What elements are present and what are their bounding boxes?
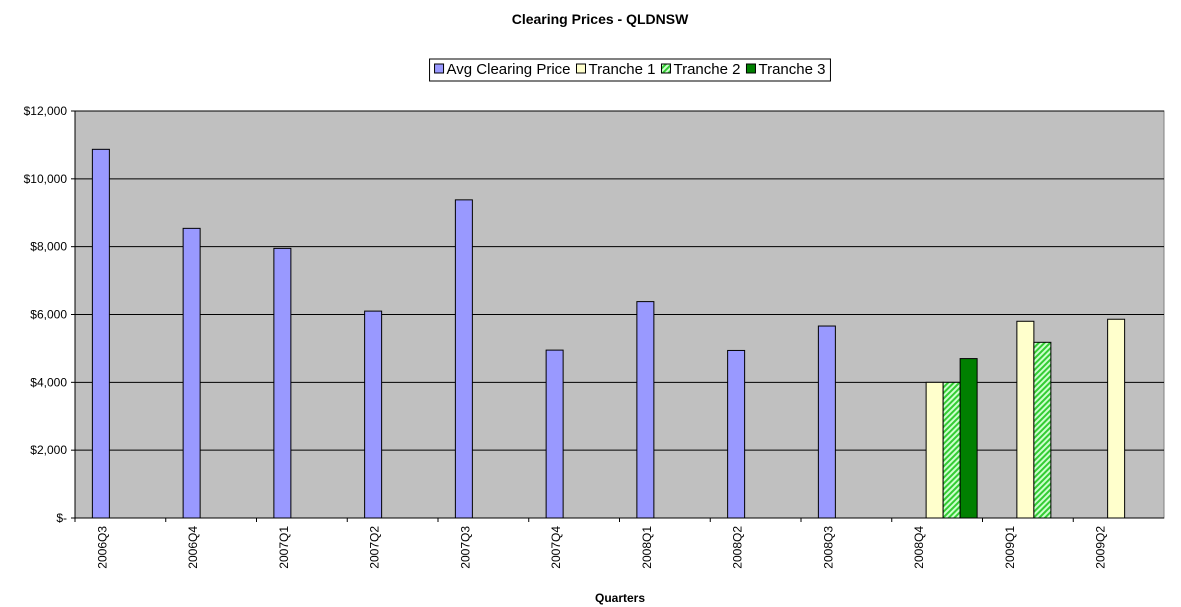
bar: [942, 381, 961, 519]
bar: [959, 358, 978, 519]
x-tick-label: 2007Q4: [549, 526, 563, 569]
x-tick-label: 2009Q2: [1094, 526, 1108, 569]
bar: [182, 227, 201, 519]
chart-title: Clearing Prices - QLDNSW: [512, 11, 689, 27]
x-tick-label: 2008Q2: [731, 526, 745, 569]
legend-label: Tranche 1: [589, 61, 656, 78]
bar: [925, 381, 944, 519]
y-tick-label: $4,000: [30, 375, 67, 389]
x-tick-label: 2008Q4: [912, 526, 926, 569]
legend-swatch: [576, 63, 586, 74]
bar: [1107, 318, 1126, 519]
x-axis-title: Quarters: [595, 591, 645, 605]
y-tick-label: $2,000: [30, 443, 67, 457]
y-tick-label: $-: [56, 511, 67, 525]
legend-swatch: [434, 63, 445, 74]
bar: [727, 349, 746, 519]
y-tick-label: $8,000: [30, 240, 67, 254]
x-tick-label: 2007Q2: [368, 526, 382, 569]
legend-label: Tranche 3: [758, 61, 825, 78]
legend: Avg Clearing Price Tranche 1 Tranche 2 Tran…: [429, 58, 831, 82]
bar: [1033, 341, 1052, 519]
bar: [817, 325, 836, 519]
bar: [1016, 320, 1035, 519]
y-tick-label: $12,000: [24, 104, 68, 118]
x-tick-label: 2006Q4: [186, 526, 200, 569]
y-tick-label: $10,000: [24, 172, 68, 186]
legend-label: Tranche 2: [673, 61, 740, 78]
legend-box: [429, 58, 831, 82]
bar: [273, 247, 292, 519]
x-tick-label: 2009Q1: [1003, 526, 1017, 569]
legend-label: Avg Clearing Price: [447, 61, 571, 78]
bar: [545, 349, 564, 519]
legend-swatch: [660, 63, 671, 74]
x-tick-label: 2007Q1: [277, 526, 291, 569]
x-tick-label: 2008Q3: [821, 526, 835, 569]
x-tick-label: 2008Q1: [640, 526, 654, 569]
bar: [364, 310, 383, 519]
y-tick-label: $6,000: [30, 308, 67, 322]
bar: [91, 148, 110, 519]
bar: [454, 199, 473, 519]
bar: [636, 301, 655, 519]
legend-swatch: [745, 63, 756, 74]
x-tick-label: 2006Q3: [95, 526, 109, 569]
x-tick-label: 2007Q3: [458, 526, 472, 569]
